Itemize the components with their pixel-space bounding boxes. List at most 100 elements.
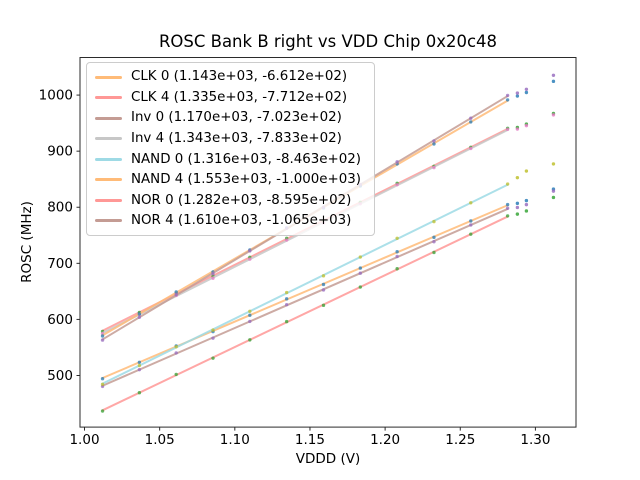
legend-line-swatch [95, 157, 122, 161]
legend-item-label: Inv 0 (1.170e+03, -7.023e+02) [131, 110, 342, 126]
legend: CLK 0 (1.143e+03, -6.612e+02) CLK 4 (1.33… [86, 62, 375, 236]
data-point-extra-NOR-0 [515, 212, 520, 216]
fit-line-Inv-0 [101, 207, 509, 387]
x-tick-label: 1.15 [295, 432, 325, 448]
data-point-NOR-0 [284, 319, 289, 324]
data-point-Inv-4 [469, 146, 473, 151]
data-point-extra-Inv-4 [515, 127, 520, 131]
data-point-NOR-0 [211, 356, 215, 360]
data-point-Inv-4 [248, 257, 252, 261]
data-point-Inv-4 [284, 238, 289, 242]
data-point-extra-NAND-0 [524, 169, 529, 173]
data-point-CLK-0 [505, 202, 510, 207]
data-point-NAND-0 [248, 309, 252, 314]
legend-item-label: NOR 4 (1.610e+03, -1.065e+03) [131, 213, 352, 229]
data-point-NOR-4 [432, 139, 436, 143]
data-point-NOR-4 [174, 292, 178, 297]
data-point-NOR-0 [432, 250, 436, 255]
legend-line-swatch [95, 96, 122, 100]
data-point-NOR-0 [358, 285, 363, 289]
data-point-CLK-0 [395, 249, 399, 254]
data-point-NAND-4 [505, 98, 510, 102]
legend-item: NAND 0 (1.316e+03, -8.463e+02) [95, 151, 366, 167]
data-point-extra-NOR-0 [551, 195, 556, 200]
y-tick-label: 600 [47, 312, 73, 328]
data-point-extra-NAND-0 [515, 175, 520, 180]
data-point-Inv-0 [358, 271, 363, 275]
x-tick-label: 1.25 [445, 432, 475, 448]
fit-line-CLK-0 [101, 204, 509, 380]
data-point-NAND-4 [137, 312, 142, 316]
data-point-NOR-4 [469, 116, 473, 120]
legend-item: Inv 4 (1.343e+03, -7.833e+02) [95, 131, 366, 147]
chart-title: ROSC Bank B right vs VDD Chip 0x20c48 [158, 32, 498, 51]
x-tick-label: 1.00 [69, 432, 99, 448]
y-axis-label: ROSC (MHz) [19, 201, 35, 283]
data-point-NAND-4 [100, 334, 105, 338]
legend-line-swatch [95, 219, 122, 223]
data-point-NOR-0 [395, 267, 399, 271]
data-point-CLK-0 [248, 313, 252, 317]
y-tick-label: 900 [47, 144, 73, 160]
data-point-Inv-0 [432, 240, 436, 244]
data-point-NOR-0 [100, 409, 105, 413]
data-point-NAND-0 [358, 255, 363, 259]
legend-line-swatch [95, 75, 122, 79]
data-point-NOR-0 [505, 214, 510, 218]
data-point-NOR-0 [174, 372, 178, 377]
data-point-extra-NOR-0 [524, 209, 529, 213]
data-point-Inv-0 [469, 223, 473, 227]
fit-line-NAND-0 [101, 183, 509, 385]
x-tick-label: 1.20 [370, 432, 400, 448]
data-point-Inv-0 [174, 351, 178, 355]
legend-item-label: Inv 4 (1.343e+03, -7.833e+02) [131, 130, 342, 146]
data-point-Inv-4 [432, 165, 436, 170]
data-point-Inv-4 [395, 182, 399, 187]
data-point-NAND-0 [211, 328, 215, 332]
data-point-extra-NAND-4 [524, 90, 529, 95]
y-tick-label: 700 [47, 256, 73, 272]
data-point-NAND-4 [174, 290, 178, 294]
data-point-NAND-0 [137, 363, 142, 368]
data-point-extra-NAND-4 [515, 94, 520, 98]
legend-line-swatch [95, 116, 122, 120]
data-point-NAND-0 [174, 345, 178, 349]
legend-item-label: NOR 0 (1.282e+03, -8.595e+02) [131, 192, 352, 208]
data-point-Inv-0 [137, 367, 142, 372]
y-tick-label: 800 [47, 200, 73, 216]
data-point-Inv-0 [505, 206, 510, 210]
data-point-Inv-4 [505, 127, 510, 132]
data-point-extra-Inv-0 [515, 205, 520, 210]
data-point-extra-Inv-0 [524, 202, 529, 207]
data-point-CLK-0 [321, 282, 326, 287]
legend-item: Inv 0 (1.170e+03, -7.023e+02) [95, 110, 366, 126]
data-point-NOR-0 [248, 338, 252, 342]
fit-line-NOR-0 [101, 215, 509, 412]
data-point-Inv-0 [284, 302, 289, 307]
data-point-NAND-0 [284, 290, 289, 295]
data-point-NOR-4 [137, 315, 142, 320]
data-point-extra-Inv-4 [551, 113, 556, 117]
data-point-NOR-0 [469, 232, 473, 236]
x-tick-label: 1.10 [220, 432, 250, 448]
legend-line-swatch [95, 178, 122, 182]
data-point-NOR-4 [100, 338, 105, 342]
data-point-extra-NAND-4 [551, 79, 556, 84]
data-point-CLK-0 [358, 266, 363, 270]
legend-line-swatch [95, 198, 122, 202]
y-tick-label: 1000 [39, 88, 73, 104]
data-point-Inv-0 [395, 254, 399, 259]
data-point-NOR-4 [505, 93, 510, 98]
axes-frame [79, 57, 577, 428]
data-point-NAND-0 [395, 236, 399, 241]
data-point-Inv-4 [211, 276, 215, 280]
data-point-NOR-0 [137, 391, 142, 395]
legend-item-label: CLK 0 (1.143e+03, -6.612e+02) [131, 69, 348, 85]
data-point-NOR-4 [248, 249, 252, 253]
legend-item-label: NAND 4 (1.553e+03, -1.000e+03) [131, 172, 361, 188]
legend-item: CLK 4 (1.335e+03, -7.712e+02) [95, 90, 366, 106]
y-tick-label: 500 [47, 368, 73, 384]
data-point-NAND-4 [469, 120, 473, 124]
data-point-Inv-0 [211, 336, 215, 340]
